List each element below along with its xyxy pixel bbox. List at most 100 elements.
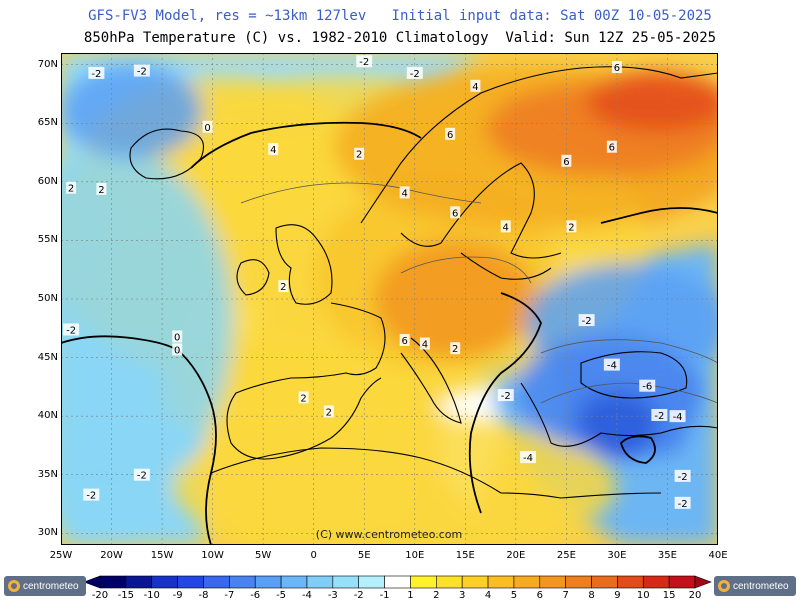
contour-label: -2 <box>651 408 668 422</box>
map-canvas: -2 -2 -2 -2 0 4 2 4 6 6 6 6 4 6 4 2 2 2 2 2 2 -2 0 0 6 4 2 -2 -4 -2 -6… <box>61 53 718 545</box>
colorbar-svg <box>83 575 712 589</box>
longitude-label: 30E <box>607 550 627 561</box>
contour-label: -2 <box>133 64 150 78</box>
contour-label: 2 <box>96 182 107 196</box>
svg-text:2: 2 <box>326 407 332 418</box>
colorbar-swatch <box>151 575 178 589</box>
svg-text:6: 6 <box>447 130 453 141</box>
contour-label: -2 <box>83 488 100 502</box>
contour-label: 4 <box>470 79 481 93</box>
anomaly-blob <box>586 72 718 132</box>
longitude-label: 10W <box>201 550 224 561</box>
colorbar-swatch <box>203 575 230 589</box>
latitude-label: 45N <box>37 351 58 363</box>
contour-label: 0 <box>172 343 183 356</box>
svg-text:2: 2 <box>68 184 74 195</box>
anomaly-blob <box>61 64 203 159</box>
anomaly-blob <box>172 416 617 545</box>
svg-text:-4: -4 <box>523 453 533 464</box>
latitude-label: 55N <box>37 234 58 246</box>
colorbar-tick-label: 8 <box>588 590 595 601</box>
contour-label: 4 <box>419 337 430 351</box>
longitude-label: 5E <box>357 550 371 561</box>
svg-text:-4: -4 <box>607 361 617 372</box>
colorbar-tick-label: 7 <box>562 590 569 601</box>
logo-ring-icon <box>718 580 730 592</box>
longitude-label: 0 <box>310 550 317 561</box>
svg-text:0: 0 <box>174 332 180 343</box>
contour-label: -2 <box>133 468 150 482</box>
svg-text:2: 2 <box>98 185 104 196</box>
contour-label: -6 <box>639 379 656 393</box>
svg-text:-2: -2 <box>582 316 592 327</box>
svg-text:4: 4 <box>472 82 478 93</box>
map-border <box>61 53 718 545</box>
svg-text:6: 6 <box>401 336 407 347</box>
latitude-label: 35N <box>37 468 58 480</box>
zero-contours <box>61 121 718 545</box>
svg-text:6: 6 <box>614 63 620 74</box>
latitude-label: 50N <box>37 293 58 304</box>
logo-left-text: centrometeo <box>23 580 79 592</box>
colorbar-high-arrow <box>694 575 712 589</box>
svg-text:-2: -2 <box>678 499 688 510</box>
contour-label: 6 <box>445 127 456 141</box>
colorbar-swatch <box>99 575 127 589</box>
colorbar-tick-label: 5 <box>510 590 518 601</box>
temperature-anomaly-map: -2 -2 -2 -2 0 4 2 4 6 6 6 6 4 6 4 2 2 2 2 2 2 -2 0 0 6 4 2 -2 -4 -2 -6… <box>61 53 718 545</box>
svg-text:2: 2 <box>568 222 574 233</box>
colorbar-tick-label: 2 <box>433 590 440 601</box>
contour-label: -4 <box>603 358 620 372</box>
longitude-label: 20W <box>100 550 123 561</box>
anomaly-contours <box>240 182 718 404</box>
latitude-label: 60N <box>37 175 58 187</box>
colorbar-swatch <box>591 575 618 589</box>
colorbar <box>0 574 800 600</box>
colorbar-swatch <box>254 575 282 589</box>
longitude-label: 15E <box>455 550 475 561</box>
contour-label: 2 <box>566 220 577 233</box>
colorbar-tick-label: -9 <box>172 590 183 601</box>
colorbar-swatch <box>487 575 515 589</box>
latitude-label: 70N <box>37 58 58 70</box>
colorbar-swatch <box>539 575 566 589</box>
colorbar-tick-label: -1 <box>379 590 390 601</box>
colorbar-swatch <box>229 575 256 589</box>
svg-text:2: 2 <box>452 344 458 355</box>
longitude-label: 15W <box>150 550 174 561</box>
svg-text:-2: -2 <box>678 472 688 483</box>
colorbar-swatch <box>384 575 411 589</box>
contour-label: 2 <box>66 181 77 195</box>
colorbar-tick-label: -5 <box>276 590 287 601</box>
contour-label: 2 <box>278 280 289 293</box>
longitude-label: 5W <box>255 550 272 561</box>
svg-text:-2: -2 <box>501 391 511 402</box>
svg-text:0: 0 <box>204 123 210 134</box>
contour-label: 0 <box>202 120 213 134</box>
contour-label: 6 <box>399 334 410 347</box>
colorbar-tick-label: -8 <box>198 590 209 601</box>
colorbar-tick-label: -3 <box>327 590 338 601</box>
svg-text:-2: -2 <box>654 411 664 422</box>
svg-text:4: 4 <box>270 145 276 156</box>
svg-text:4: 4 <box>401 188 407 199</box>
svg-text:-2: -2 <box>66 325 76 336</box>
colorbar-tick-label: 15 <box>662 590 676 601</box>
anomaly-blob <box>576 392 658 452</box>
contour-label: -2 <box>406 66 423 80</box>
svg-text:-2: -2 <box>137 471 147 482</box>
colorbar-swatch <box>125 575 153 589</box>
svg-text:0: 0 <box>174 345 180 356</box>
colorbar-swatch <box>177 575 204 589</box>
svg-text:-2: -2 <box>359 57 369 68</box>
svg-text:6: 6 <box>452 208 458 219</box>
colorbar-swatch <box>565 575 592 589</box>
contour-label: 2 <box>450 342 461 355</box>
contour-label: -2 <box>356 55 373 68</box>
header-title: GFS-FV3 Model, res = ~13km 127lev Initia… <box>88 8 712 24</box>
contour-label: 4 <box>399 186 410 199</box>
anomaly-blob <box>61 146 233 499</box>
colorbar-swatch <box>668 575 696 589</box>
svg-text:2: 2 <box>356 150 362 161</box>
svg-text:-4: -4 <box>673 412 683 423</box>
